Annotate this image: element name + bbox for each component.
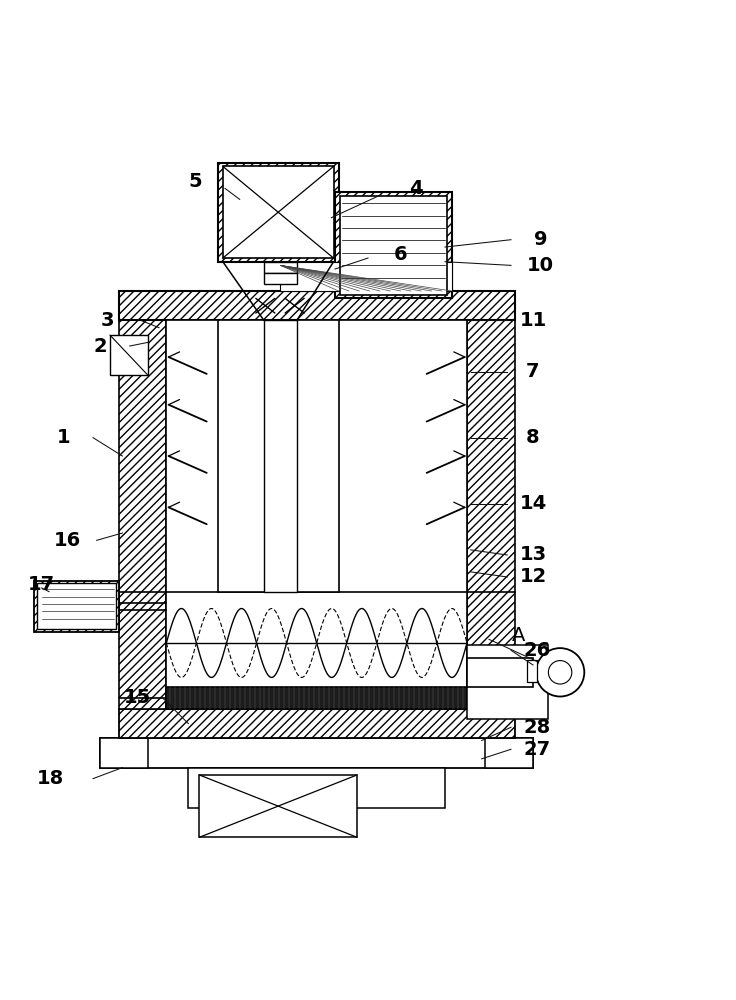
Circle shape xyxy=(269,384,288,403)
Circle shape xyxy=(269,428,288,447)
Bar xyxy=(340,196,447,295)
Circle shape xyxy=(269,516,288,535)
Bar xyxy=(335,192,453,298)
Circle shape xyxy=(269,340,288,359)
Text: 18: 18 xyxy=(37,769,64,788)
Bar xyxy=(467,658,533,687)
Bar xyxy=(218,320,339,592)
Text: 6: 6 xyxy=(394,245,408,264)
Text: 5: 5 xyxy=(189,172,202,191)
Polygon shape xyxy=(280,262,453,291)
Bar xyxy=(118,291,166,709)
Text: 13: 13 xyxy=(520,545,547,564)
Bar xyxy=(110,335,148,375)
Bar xyxy=(527,660,537,682)
Bar xyxy=(467,291,514,709)
Text: 9: 9 xyxy=(534,230,547,249)
Text: 14: 14 xyxy=(520,494,547,513)
Bar xyxy=(118,291,514,320)
Circle shape xyxy=(269,560,288,579)
Text: 17: 17 xyxy=(28,575,55,594)
Text: 12: 12 xyxy=(520,567,547,586)
Bar xyxy=(166,320,467,698)
Bar xyxy=(223,166,333,258)
Text: 3: 3 xyxy=(101,311,115,330)
Bar xyxy=(264,262,297,273)
Bar xyxy=(100,738,533,768)
Bar xyxy=(37,583,116,629)
Circle shape xyxy=(548,661,572,684)
Bar xyxy=(100,738,148,768)
Text: 26: 26 xyxy=(523,641,551,660)
Bar xyxy=(188,768,445,808)
Circle shape xyxy=(536,648,584,697)
Circle shape xyxy=(269,472,288,491)
Bar xyxy=(467,645,548,719)
Text: 10: 10 xyxy=(527,256,553,275)
Text: 16: 16 xyxy=(54,531,81,550)
Text: 7: 7 xyxy=(526,362,539,381)
Bar xyxy=(199,775,357,837)
Text: A: A xyxy=(512,626,525,645)
Text: 1: 1 xyxy=(57,428,71,447)
Bar xyxy=(485,738,533,768)
Text: 28: 28 xyxy=(523,718,551,737)
Text: 2: 2 xyxy=(93,337,107,356)
Text: 15: 15 xyxy=(124,688,151,707)
Bar xyxy=(218,163,339,262)
Text: 11: 11 xyxy=(520,311,547,330)
Bar xyxy=(264,273,297,284)
Bar xyxy=(264,320,297,592)
Bar xyxy=(35,581,118,632)
Bar xyxy=(118,709,514,738)
Text: 8: 8 xyxy=(526,428,539,447)
Bar xyxy=(166,687,467,709)
Text: 4: 4 xyxy=(408,179,422,198)
Text: 27: 27 xyxy=(523,740,551,759)
